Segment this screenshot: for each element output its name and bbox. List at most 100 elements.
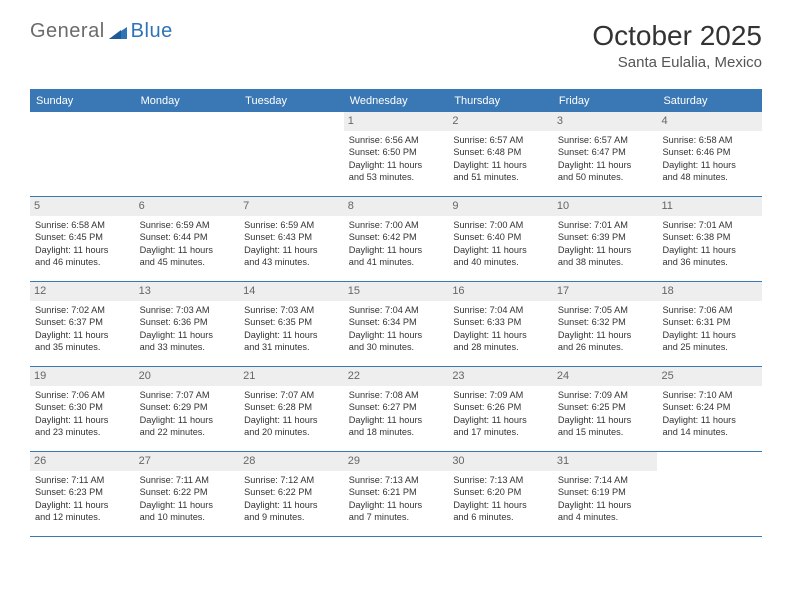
day-info-line: Sunset: 6:23 PM [35, 486, 130, 498]
day-info-line: Sunset: 6:42 PM [349, 231, 444, 243]
day-info-line: and 51 minutes. [453, 171, 548, 183]
day-info-line: Sunrise: 7:04 AM [349, 304, 444, 316]
day-number: 9 [448, 197, 553, 216]
day-number: 10 [553, 197, 658, 216]
logo-text-general: General [30, 20, 105, 43]
day-info-line: Daylight: 11 hours [558, 159, 653, 171]
day-number: 2 [448, 112, 553, 131]
day-info-line: Sunset: 6:39 PM [558, 231, 653, 243]
logo: General Blue [30, 20, 173, 43]
day-info-line: Daylight: 11 hours [558, 329, 653, 341]
day-info-line: Sunrise: 7:05 AM [558, 304, 653, 316]
day-info: Sunrise: 7:03 AMSunset: 6:36 PMDaylight:… [140, 304, 235, 354]
day-info-line: Sunrise: 7:00 AM [349, 219, 444, 231]
day-info-line: and 53 minutes. [349, 171, 444, 183]
day-info: Sunrise: 7:01 AMSunset: 6:39 PMDaylight:… [558, 219, 653, 269]
day-info-line: Daylight: 11 hours [662, 159, 757, 171]
day-info: Sunrise: 7:07 AMSunset: 6:29 PMDaylight:… [140, 389, 235, 439]
day-info-line: Daylight: 11 hours [140, 244, 235, 256]
day-number: 30 [448, 452, 553, 471]
day-cell: 2 Sunrise: 6:57 AMSunset: 6:48 PMDaylight… [448, 112, 553, 196]
day-cell: 19Sunrise: 7:06 AMSunset: 6:30 PMDayligh… [30, 367, 135, 451]
day-of-week-cell: Thursday [448, 90, 553, 112]
day-info-line: Daylight: 11 hours [244, 329, 339, 341]
day-of-week-cell: Saturday [657, 90, 762, 112]
day-number: 20 [135, 367, 240, 386]
day-number: 7 [239, 197, 344, 216]
day-info-line: Sunrise: 6:59 AM [140, 219, 235, 231]
day-info: Sunrise: 7:04 AMSunset: 6:34 PMDaylight:… [349, 304, 444, 354]
day-info: Sunrise: 7:00 AMSunset: 6:42 PMDaylight:… [349, 219, 444, 269]
day-cell: 24Sunrise: 7:09 AMSunset: 6:25 PMDayligh… [553, 367, 658, 451]
day-number: 26 [30, 452, 135, 471]
day-info-line: Daylight: 11 hours [453, 159, 548, 171]
day-cell: 7 Sunrise: 6:59 AMSunset: 6:43 PMDaylight… [239, 197, 344, 281]
day-number: 13 [135, 282, 240, 301]
day-info-line: Daylight: 11 hours [35, 329, 130, 341]
day-info-line: Sunrise: 7:07 AM [140, 389, 235, 401]
day-info-line: and 35 minutes. [35, 341, 130, 353]
day-info-line: and 20 minutes. [244, 426, 339, 438]
day-info-line: and 30 minutes. [349, 341, 444, 353]
day-info-line: and 14 minutes. [662, 426, 757, 438]
day-info-line: Sunrise: 7:09 AM [558, 389, 653, 401]
day-info-line: Daylight: 11 hours [558, 244, 653, 256]
day-info-line: Daylight: 11 hours [349, 244, 444, 256]
day-number: 19 [30, 367, 135, 386]
day-cell: 13 Sunrise: 7:03 AMSunset: 6:36 PMDayligh… [135, 282, 240, 366]
day-info-line: and 17 minutes. [453, 426, 548, 438]
day-info-line: Daylight: 11 hours [349, 499, 444, 511]
day-of-week-cell: Sunday [30, 90, 135, 112]
day-of-week-cell: Tuesday [239, 90, 344, 112]
day-info-line: Sunset: 6:33 PM [453, 316, 548, 328]
day-info-line: and 38 minutes. [558, 256, 653, 268]
day-info-line: Sunset: 6:35 PM [244, 316, 339, 328]
day-info-line: and 48 minutes. [662, 171, 757, 183]
day-info-line: Daylight: 11 hours [349, 414, 444, 426]
day-info-line: Sunset: 6:30 PM [35, 401, 130, 413]
day-info-line: and 10 minutes. [140, 511, 235, 523]
day-info-line: Sunrise: 7:00 AM [453, 219, 548, 231]
day-info-line: and 25 minutes. [662, 341, 757, 353]
location: Santa Eulalia, Mexico [592, 54, 762, 71]
day-info: Sunrise: 7:06 AMSunset: 6:31 PMDaylight:… [662, 304, 757, 354]
day-cell: 23Sunrise: 7:09 AMSunset: 6:26 PMDayligh… [448, 367, 553, 451]
day-info: Sunrise: 6:59 AMSunset: 6:43 PMDaylight:… [244, 219, 339, 269]
day-info-line: and 15 minutes. [558, 426, 653, 438]
day-info-line: and 33 minutes. [140, 341, 235, 353]
day-number: 21 [239, 367, 344, 386]
day-info-line: and 7 minutes. [349, 511, 444, 523]
day-info-line: Sunrise: 7:08 AM [349, 389, 444, 401]
day-info-line: and 12 minutes. [35, 511, 130, 523]
day-info: Sunrise: 6:57 AMSunset: 6:48 PMDaylight:… [453, 134, 548, 184]
day-info-line: Sunrise: 7:09 AM [453, 389, 548, 401]
day-number: 6 [135, 197, 240, 216]
day-cell: . [135, 112, 240, 196]
day-info-line: and 36 minutes. [662, 256, 757, 268]
day-info: Sunrise: 7:11 AMSunset: 6:23 PMDaylight:… [35, 474, 130, 524]
day-info: Sunrise: 7:04 AMSunset: 6:33 PMDaylight:… [453, 304, 548, 354]
day-info-line: and 9 minutes. [244, 511, 339, 523]
day-cell: 10 Sunrise: 7:01 AMSunset: 6:39 PMDayligh… [553, 197, 658, 281]
day-info-line: Sunset: 6:31 PM [662, 316, 757, 328]
day-number: 5 [30, 197, 135, 216]
day-info: Sunrise: 7:13 AMSunset: 6:21 PMDaylight:… [349, 474, 444, 524]
day-info-line: Sunset: 6:38 PM [662, 231, 757, 243]
day-cell: 26 Sunrise: 7:11 AMSunset: 6:23 PMDayligh… [30, 452, 135, 536]
day-cell: 3Sunrise: 6:57 AMSunset: 6:47 PMDaylight… [553, 112, 658, 196]
day-info: Sunrise: 7:09 AMSunset: 6:26 PMDaylight:… [453, 389, 548, 439]
day-number: 4 [657, 112, 762, 131]
day-number: 22 [344, 367, 449, 386]
day-info: Sunrise: 6:59 AMSunset: 6:44 PMDaylight:… [140, 219, 235, 269]
day-cell: 12Sunrise: 7:02 AMSunset: 6:37 PMDayligh… [30, 282, 135, 366]
day-info-line: Daylight: 11 hours [453, 244, 548, 256]
day-info-line: Sunset: 6:44 PM [140, 231, 235, 243]
day-cell: 27Sunrise: 7:11 AMSunset: 6:22 PMDayligh… [135, 452, 240, 536]
day-number: 24 [553, 367, 658, 386]
day-info-line: Sunrise: 7:13 AM [349, 474, 444, 486]
day-number: 1 [344, 112, 449, 131]
day-cell: 18Sunrise: 7:06 AMSunset: 6:31 PMDayligh… [657, 282, 762, 366]
day-cell: . [239, 112, 344, 196]
day-cell: . [30, 112, 135, 196]
day-info-line: Daylight: 11 hours [35, 499, 130, 511]
